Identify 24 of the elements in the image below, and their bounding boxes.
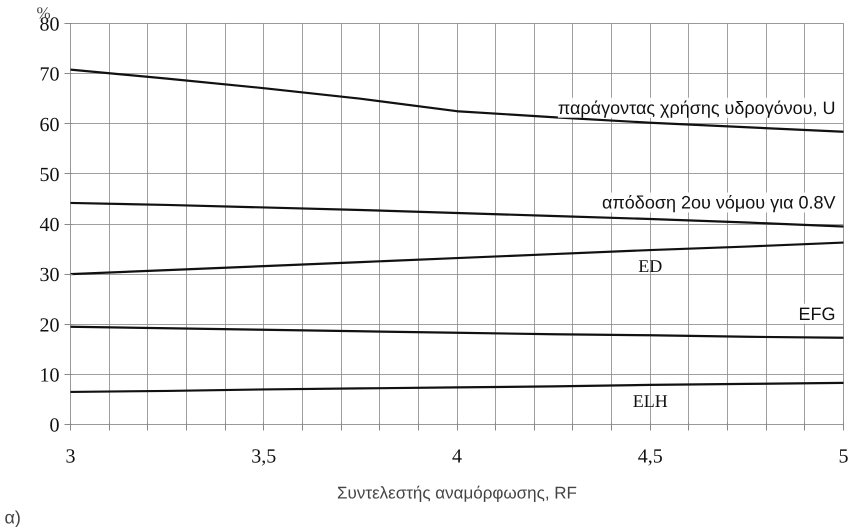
series-label: παράγοντας χρήσης υδρογόνου, U — [558, 98, 836, 118]
line-series — [70, 68, 844, 133]
series-label: απόδοση 2ου νόμου για 0.8V — [602, 192, 836, 213]
series-label: ED — [638, 256, 662, 276]
x-tick-label: 4,5 — [638, 446, 663, 468]
x-axis-title: Συντελεστής αναμόρφωσης, RF — [337, 484, 577, 502]
x-tick-label: 3 — [66, 446, 76, 468]
series-label: ELH — [632, 390, 668, 411]
y-tick-label: 50 — [40, 164, 60, 186]
y-tick-label: 30 — [40, 264, 60, 286]
line-series — [70, 241, 844, 276]
line-series — [70, 382, 844, 394]
line-series — [70, 326, 844, 339]
y-tick-label: 60 — [40, 114, 60, 136]
y-tick-label: 70 — [40, 64, 60, 86]
y-tick-label: 0 — [50, 414, 60, 436]
text: α) — [4, 508, 21, 527]
x-tick-label: 4 — [452, 446, 462, 468]
x-tick-label: 5 — [838, 446, 848, 468]
y-tick-label: 40 — [40, 214, 60, 236]
x-tick-label: 3,5 — [251, 446, 276, 468]
y-tick-label: 10 — [40, 364, 60, 386]
y-tick-label: 20 — [40, 314, 60, 336]
series-label: EFG — [798, 304, 836, 324]
